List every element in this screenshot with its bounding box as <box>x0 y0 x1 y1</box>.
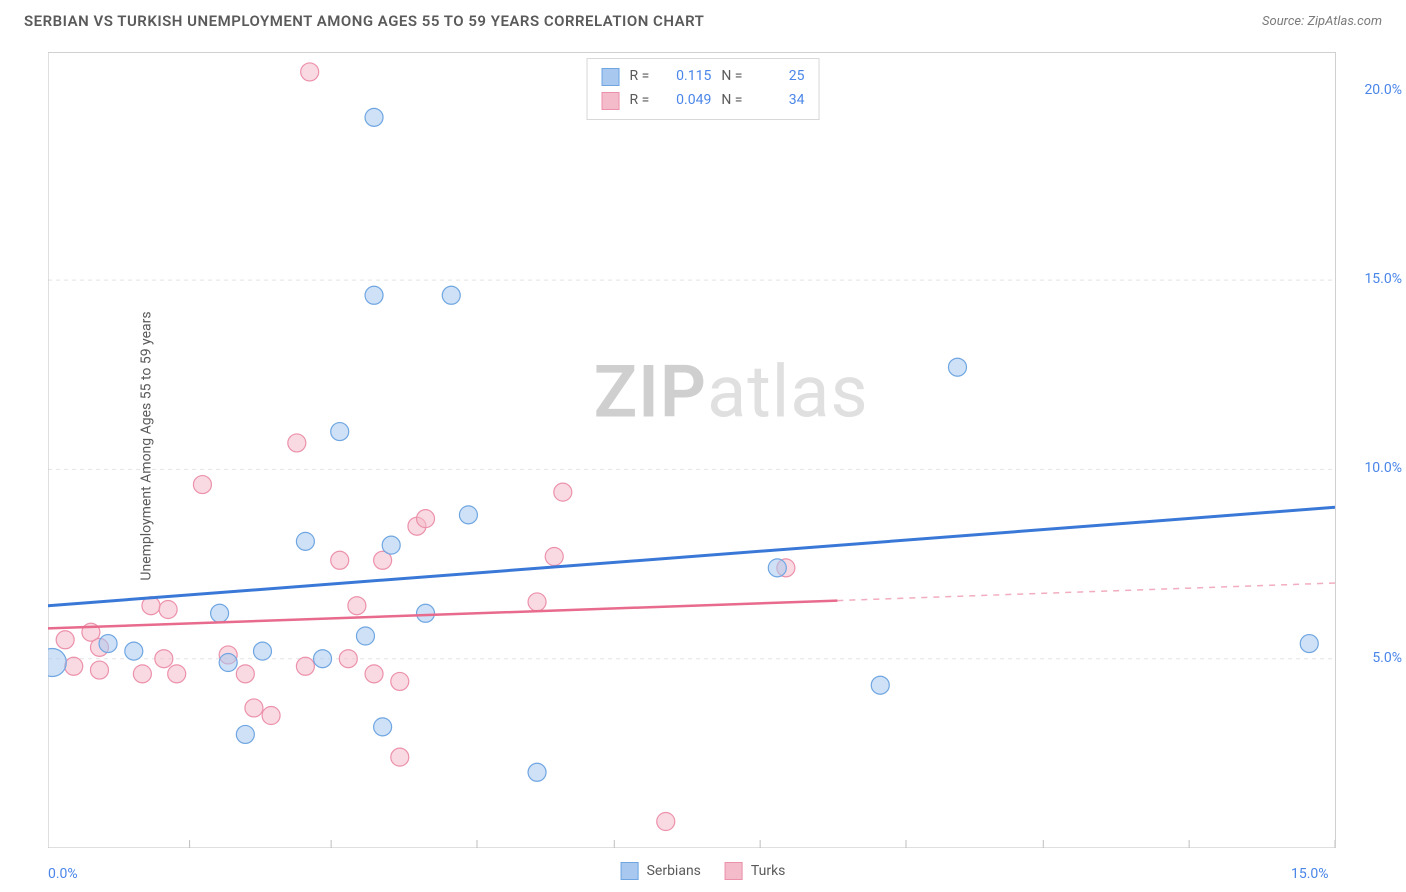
source-name: ZipAtlas.com <box>1307 14 1382 29</box>
r-value-turks: 0.049 <box>659 89 711 113</box>
r-label: R = <box>630 89 650 113</box>
series-legend: Serbians Turks <box>621 862 786 880</box>
swatch-turks <box>602 92 620 110</box>
n-value-serbians: 25 <box>752 65 804 89</box>
series-label-turks: Turks <box>751 863 786 879</box>
chart-title: SERBIAN VS TURKISH UNEMPLOYMENT AMONG AG… <box>24 12 704 30</box>
legend-item-serbians: Serbians <box>621 862 701 880</box>
r-label: R = <box>630 65 650 89</box>
y-tick-label: 5.0% <box>1372 650 1402 666</box>
swatch-serbians <box>621 862 639 880</box>
swatch-turks <box>725 862 743 880</box>
y-tick-label: 10.0% <box>1364 460 1402 476</box>
legend-row-serbians: R = 0.115 N = 25 <box>602 65 805 89</box>
legend-item-turks: Turks <box>725 862 786 880</box>
scatter-plot <box>48 53 1335 848</box>
source-label: Source: <box>1262 14 1304 29</box>
chart-area <box>48 52 1336 848</box>
x-tick-label: 0.0% <box>48 866 78 882</box>
series-label-serbians: Serbians <box>647 863 701 879</box>
legend-row-turks: R = 0.049 N = 34 <box>602 89 805 113</box>
r-value-serbians: 0.115 <box>659 65 711 89</box>
source-attribution: Source: ZipAtlas.com <box>1262 14 1382 29</box>
n-label: N = <box>721 65 742 89</box>
n-value-turks: 34 <box>752 89 804 113</box>
x-tick-label: 15.0% <box>1291 866 1329 882</box>
correlation-legend: R = 0.115 N = 25 R = 0.049 N = 34 <box>587 58 820 120</box>
chart-header: SERBIAN VS TURKISH UNEMPLOYMENT AMONG AG… <box>0 0 1406 38</box>
y-tick-label: 20.0% <box>1364 82 1402 98</box>
swatch-serbians <box>602 68 620 86</box>
n-label: N = <box>721 89 742 113</box>
y-tick-label: 15.0% <box>1364 271 1402 287</box>
